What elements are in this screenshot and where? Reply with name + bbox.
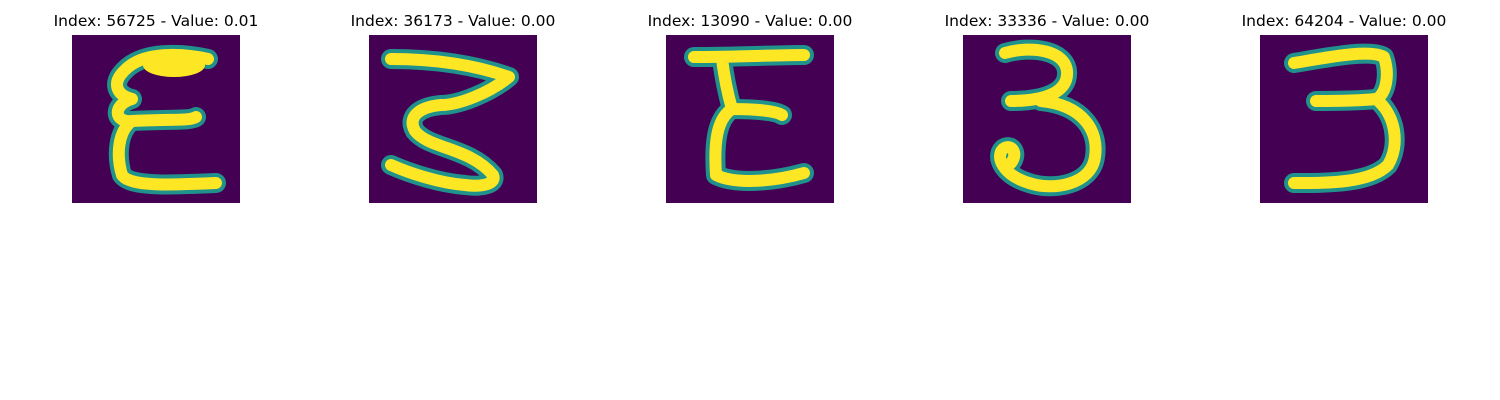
panel-title: Index: 13090 - Value: 0.00 [647, 12, 853, 30]
digit-image [666, 35, 834, 203]
digit-image [963, 35, 1131, 203]
image-panel-1: Index: 56725 - Value: 0.01 [26, 0, 286, 210]
digit-image [72, 35, 240, 203]
panel-title: Index: 64204 - Value: 0.00 [1241, 12, 1447, 30]
image-panel-5: Index: 64204 - Value: 0.00 [1214, 0, 1474, 210]
panel-title: Index: 33336 - Value: 0.00 [944, 12, 1150, 30]
image-panel-2: Index: 36173 - Value: 0.00 [323, 0, 583, 210]
digit-image [369, 35, 537, 203]
image-panel-4: Index: 33336 - Value: 0.00 [917, 0, 1177, 210]
panel-title: Index: 56725 - Value: 0.01 [53, 12, 259, 30]
digit-image [1260, 35, 1428, 203]
panel-title: Index: 36173 - Value: 0.00 [350, 12, 556, 30]
image-panel-3: Index: 13090 - Value: 0.00 [620, 0, 880, 210]
